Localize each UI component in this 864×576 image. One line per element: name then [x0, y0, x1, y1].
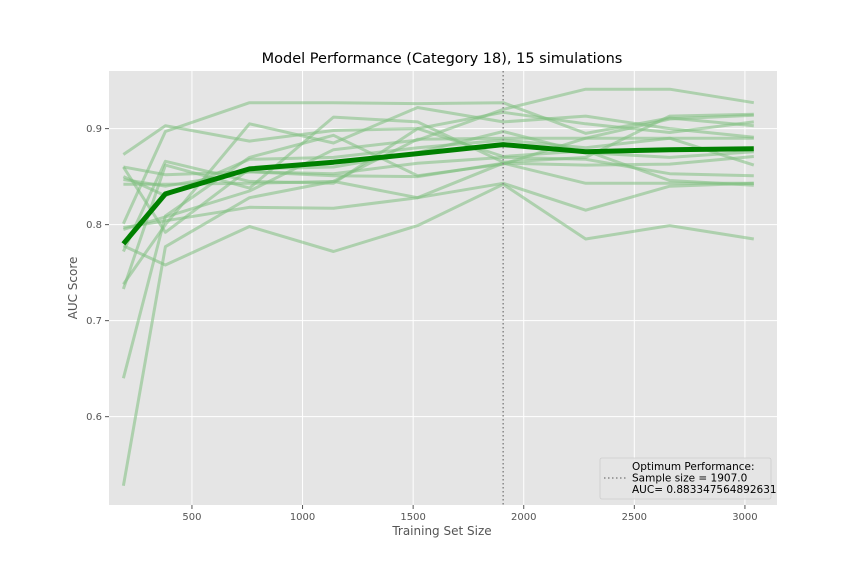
x-tick-label: 3000 — [732, 512, 757, 523]
legend-line-2: Sample size = 1907.0 — [632, 473, 747, 485]
mean-line-group — [121, 142, 754, 246]
y-tick-label: 0.8 — [86, 220, 102, 231]
x-ticks: 500 1000 1500 2000 2500 3000 — [182, 505, 758, 523]
legend-line-1: Optimum Performance: — [632, 461, 755, 473]
mean-line — [121, 142, 754, 246]
legend: Optimum Performance: Sample size = 1907.… — [599, 457, 777, 500]
y-tick-label: 0.9 — [86, 124, 102, 135]
simulation-line-7 — [122, 87, 755, 231]
legend-line-3: AUC= 0.883347564892631 — [632, 484, 777, 496]
y-tick-label: 0.7 — [86, 316, 102, 327]
simulation-line-8 — [122, 182, 755, 267]
x-axis-label: Training Set Size — [391, 524, 491, 538]
simulation-line-11 — [121, 112, 754, 290]
x-tick-label: 2500 — [622, 512, 647, 523]
y-ticks: 0.6 0.7 0.8 0.9 — [86, 124, 109, 423]
simulation-lines — [121, 87, 755, 487]
simulation-line-12 — [121, 113, 754, 379]
x-tick-label: 1000 — [290, 512, 315, 523]
simulation-line-13 — [121, 161, 754, 487]
x-tick-label: 2000 — [511, 512, 536, 523]
legend-box — [599, 457, 772, 500]
y-axis-label: AUC Score — [66, 257, 80, 320]
simulation-line-9 — [122, 127, 754, 253]
plot-area — [109, 71, 777, 505]
y-tick-label: 0.6 — [86, 412, 102, 423]
x-tick-label: 500 — [182, 512, 201, 523]
chart-title: Model Performance (Category 18), 15 simu… — [262, 51, 623, 67]
x-tick-label: 1500 — [400, 512, 425, 523]
